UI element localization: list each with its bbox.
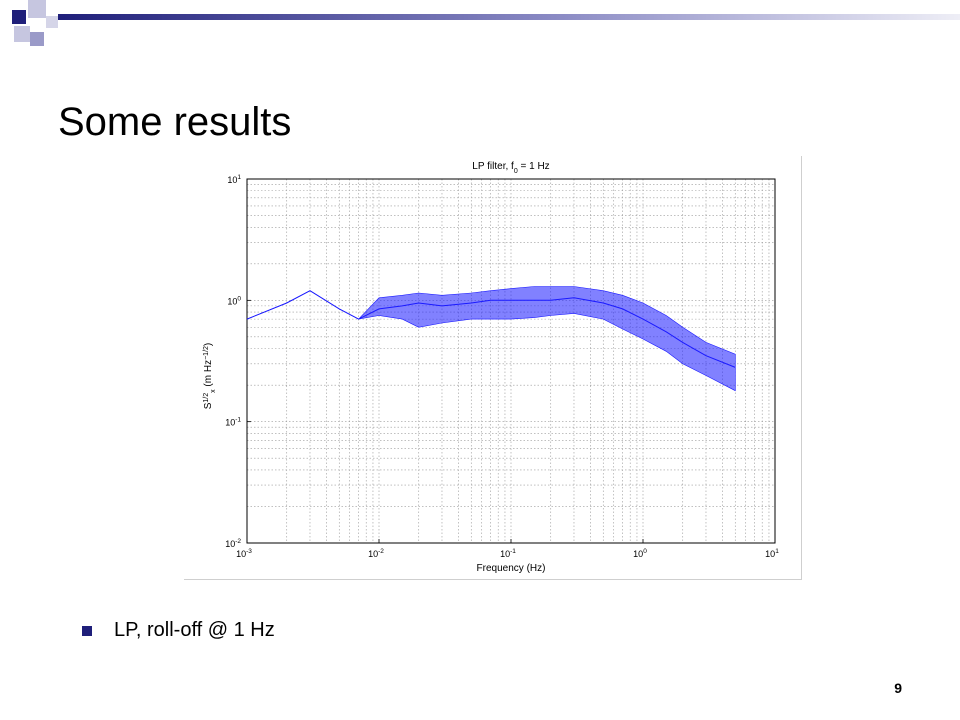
bullet-item: LP, roll-off @ 1 Hz (82, 619, 275, 642)
chart-title-sub: 0 (514, 168, 518, 175)
series-band (246, 286, 736, 392)
page-title: Some results (58, 100, 292, 144)
x-axis-label: Frequency (Hz) (477, 563, 546, 574)
x-tick-label: 10-1 (500, 548, 516, 559)
x-tick-exp: -2 (378, 548, 384, 555)
x-tick-exp: 0 (643, 548, 647, 555)
y-tick-label: 100 (227, 295, 241, 306)
title-decoration (12, 0, 960, 46)
frame-edge (801, 156, 802, 580)
series-line (246, 290, 736, 368)
x-tick-label: 100 (633, 548, 647, 559)
y-tick-label: 10-1 (225, 417, 241, 428)
x-tick-base: 10 (765, 549, 775, 559)
x-tick-label: 10-2 (368, 548, 384, 559)
y-label-units: (m Hz (203, 360, 214, 389)
x-tick-base: 10 (368, 549, 378, 559)
y-tick-base: 10 (227, 175, 237, 185)
x-tick-exp: -3 (246, 548, 252, 555)
page-number: 9 (894, 680, 902, 696)
y-label-sup: 1/2 (203, 393, 210, 403)
y-tick-exp: 0 (237, 295, 241, 302)
y-label-sub: x (210, 389, 217, 393)
y-label-symbol: S (203, 402, 214, 409)
y-axis-label: S1/2x (m Hz−1/2) (203, 343, 217, 410)
decoration-square-dark (12, 10, 26, 24)
x-tick-label: 10-3 (236, 548, 252, 559)
y-tick-exp: 1 (237, 174, 241, 181)
chart-image-frame: 10-3 10-2 10-1 100 101 10-2 10-1 100 101 LP filt… (184, 156, 802, 580)
y-tick-base: 10 (227, 296, 237, 306)
chart-title-main: LP filter, f (472, 161, 514, 172)
y-label-units-sup: −1/2 (203, 346, 210, 360)
y-tick-exp: -2 (235, 538, 241, 545)
series-layer (246, 286, 736, 392)
header-gradient-bar (58, 14, 960, 20)
y-tick-label: 101 (227, 174, 241, 185)
y-tick-base: 10 (225, 418, 235, 428)
bullet-text: LP, roll-off @ 1 Hz (114, 619, 275, 641)
chart-title: LP filter, f0 = 1 Hz (472, 161, 549, 175)
y-label-units-tail: ) (203, 343, 214, 346)
y-tick-exp: -1 (235, 417, 241, 424)
x-tick-exp: 1 (775, 548, 779, 555)
x-tick-label: 101 (765, 548, 779, 559)
y-tick-label: 10-2 (225, 538, 241, 549)
x-tick-exp: -1 (510, 548, 516, 555)
x-tick-base: 10 (236, 549, 246, 559)
frame-edge (184, 579, 802, 580)
x-tick-base: 10 (633, 549, 643, 559)
decoration-square-mid (30, 32, 44, 46)
decoration-square-light (46, 16, 58, 28)
decoration-square-light (28, 0, 46, 18)
chart-title-tail: = 1 Hz (518, 161, 550, 172)
x-tick-base: 10 (500, 549, 510, 559)
decoration-square-light (14, 26, 30, 42)
y-tick-base: 10 (225, 539, 235, 549)
bullet-square-icon (82, 625, 92, 636)
grid (247, 179, 775, 543)
